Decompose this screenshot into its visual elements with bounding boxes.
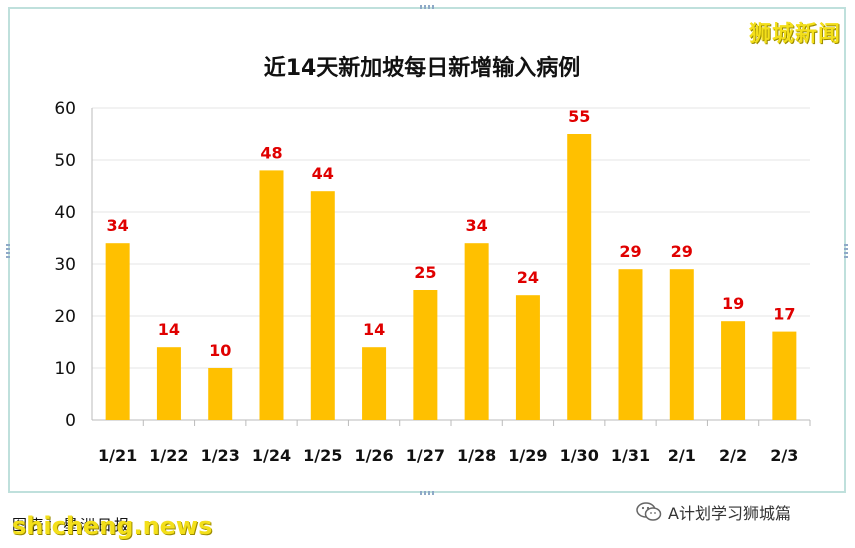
x-tick-label: 2/3 (770, 446, 798, 465)
data-label: 48 (260, 143, 282, 162)
bar (259, 170, 284, 420)
x-tick-label: 2/2 (719, 446, 747, 465)
bar (772, 331, 797, 420)
x-tick-label: 1/21 (98, 446, 137, 465)
bar-chart: 近14天新加坡每日新增输入病例 34 14 10 48 44 14 25 34 24 55 29 29… (54, 55, 811, 465)
bar (669, 269, 694, 420)
data-label: 29 (619, 242, 641, 261)
watermark-bottom: shicheng.news (12, 512, 213, 540)
x-tick-label: 2/1 (668, 446, 696, 465)
data-label: 17 (773, 305, 795, 324)
y-tick-label: 0 (65, 411, 76, 431)
data-label: 14 (363, 320, 385, 339)
wechat-account: A计划学习狮城篇 (636, 500, 791, 524)
data-label: 14 (158, 320, 180, 339)
x-tick-label: 1/26 (354, 446, 393, 465)
data-label: 10 (209, 341, 231, 360)
bar (156, 347, 181, 420)
data-label: 24 (517, 268, 539, 287)
y-tick-label: 50 (54, 151, 76, 171)
x-tick-label: 1/29 (508, 446, 547, 465)
y-tick-label: 10 (54, 359, 76, 379)
y-tick-label: 30 (54, 255, 76, 275)
data-label: 25 (414, 263, 436, 282)
resize-handle-bottom[interactable] (420, 491, 434, 495)
data-label: 55 (568, 107, 590, 126)
chart-source: 图表：星洲日报 (12, 516, 132, 534)
data-label: 19 (722, 294, 744, 313)
y-tick-label: 20 (54, 307, 76, 327)
wechat-account-label: A计划学习狮城篇 (668, 504, 791, 523)
watermark-top: 狮城新闻 (748, 22, 841, 47)
bar (105, 243, 130, 420)
x-tick-label: 1/31 (611, 446, 650, 465)
wechat-icon (636, 502, 662, 521)
bar (567, 134, 592, 420)
x-tick-label: 1/22 (149, 446, 188, 465)
bar (362, 347, 387, 420)
x-tick-label: 1/30 (560, 446, 599, 465)
x-tick-label: 1/28 (457, 446, 496, 465)
y-tick-label: 60 (54, 99, 76, 119)
data-label: 44 (312, 164, 334, 183)
bar (515, 295, 540, 420)
resize-handle-right[interactable] (844, 244, 848, 258)
chart-frame: 近14天新加坡每日新增输入病例 34 14 10 48 44 14 25 34 24 55 29 29… (8, 7, 846, 493)
bar (208, 368, 233, 420)
x-tick-label: 1/27 (406, 446, 445, 465)
bar (310, 191, 335, 420)
chart-title: 近14天新加坡每日新增输入病例 (264, 55, 581, 81)
resize-handle-left[interactable] (6, 244, 10, 258)
data-label: 34 (466, 216, 488, 235)
y-tick-label: 40 (54, 203, 76, 223)
data-label: 29 (671, 242, 693, 261)
bar (413, 290, 438, 420)
x-tick-label: 1/24 (252, 446, 291, 465)
resize-handle-top[interactable] (420, 5, 434, 9)
x-tick-label: 1/23 (201, 446, 240, 465)
x-tick-label: 1/25 (303, 446, 342, 465)
bar (464, 243, 489, 420)
bar (618, 269, 643, 420)
bar (721, 321, 746, 420)
data-label: 34 (107, 216, 129, 235)
